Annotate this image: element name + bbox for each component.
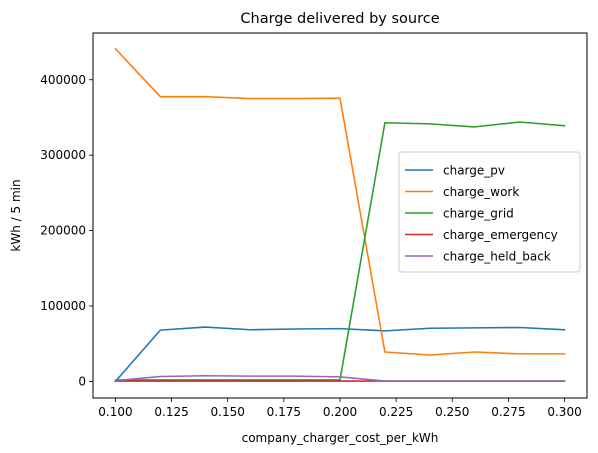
series-line-charge-held-back (114, 374, 566, 382)
legend-label: charge_pv (443, 164, 505, 178)
y-tick-label: 300000 (40, 148, 86, 162)
x-tick-label: 0.150 (211, 405, 245, 419)
y-tick-label: 100000 (40, 299, 86, 313)
legend-label: charge_held_back (443, 250, 551, 264)
plot-frame (92, 32, 588, 399)
y-tick-label: 400000 (40, 73, 86, 87)
legend-box (398, 151, 581, 273)
series-line-charge-pv (114, 326, 566, 383)
x-tick-label: 0.300 (547, 405, 581, 419)
x-tick-label: 0.125 (154, 405, 188, 419)
x-tick-label: 0.250 (435, 405, 469, 419)
x-tick-label: 0.200 (323, 405, 357, 419)
x-tick-label: 0.275 (491, 405, 525, 419)
x-axis: 0.100 0.125 0.150 0.175 0.200 0.225 0.250 0.275… (98, 398, 582, 419)
legend-label: charge_grid (443, 207, 514, 221)
y-axis: 0 100000 200000 300000 400000 (40, 73, 93, 388)
y-axis-label: kWh / 5 min (9, 179, 23, 251)
x-tick-label: 0.225 (379, 405, 413, 419)
y-tick-label: 0 (78, 374, 86, 388)
chart-title: Charge delivered by source (240, 11, 439, 27)
legend: charge_pv charge_work charge_grid charge_em… (398, 151, 581, 273)
legend-label: charge_work (443, 185, 519, 199)
y-tick-label: 200000 (40, 224, 86, 238)
x-tick-label: 0.100 (98, 405, 132, 419)
x-tick-label: 0.175 (267, 405, 301, 419)
series-layer (114, 47, 566, 383)
series-line-charge-grid (114, 121, 566, 381)
x-axis-label: company_charger_cost_per_kWh (242, 431, 439, 445)
series-line-charge-work (114, 47, 566, 356)
legend-label: charge_emergency (443, 228, 558, 242)
